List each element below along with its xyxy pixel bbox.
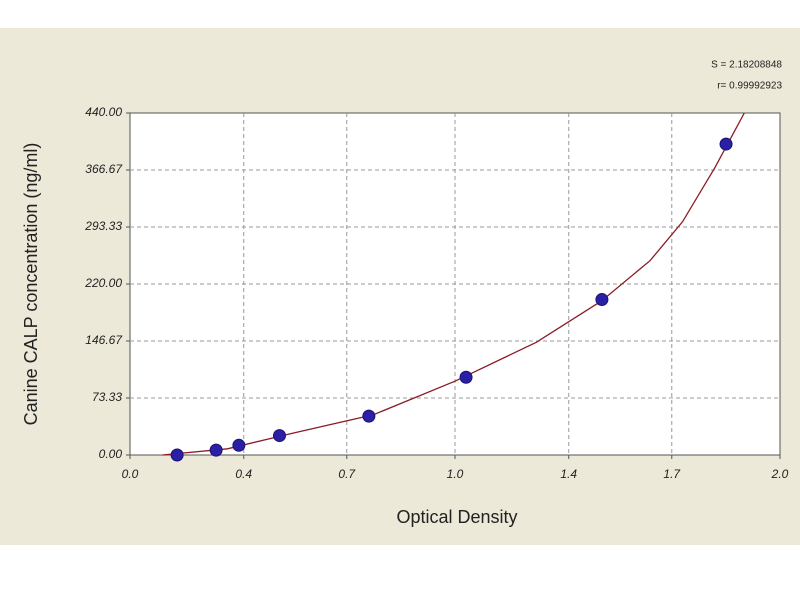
y-tick-label: 146.67	[85, 333, 123, 347]
data-point	[362, 409, 376, 423]
y-tick-label: 440.00	[85, 105, 122, 119]
data-point	[719, 137, 733, 151]
data-point	[209, 443, 223, 457]
y-axis-label: Canine CALP concentration (ng/ml)	[21, 143, 41, 426]
fit-curve	[162, 112, 745, 456]
data-point	[273, 429, 286, 443]
annotation: r= 0.99992923	[717, 81, 782, 92]
y-tick-label: 220.00	[84, 276, 122, 290]
y-tick-label: 73.33	[92, 390, 122, 404]
x-tick-label: 2.0	[771, 467, 789, 481]
x-tick-label: 1.0	[447, 467, 464, 481]
y-tick-label: 366.67	[85, 162, 123, 176]
x-tick-label: 0.4	[235, 467, 252, 481]
marks	[162, 112, 745, 462]
x-tick-label: 0.7	[338, 467, 356, 481]
data-point	[232, 438, 246, 452]
y-tick-label: 0.00	[99, 447, 123, 461]
data-point	[459, 370, 473, 384]
annotation: S = 2.18208848	[711, 60, 782, 71]
y-tick-label: 293.33	[84, 219, 122, 233]
x-tick-label: 1.7	[663, 467, 681, 481]
data-point	[170, 448, 184, 462]
grid	[126, 112, 781, 459]
x-tick-label: 0.0	[122, 467, 139, 481]
x-tick-label: 1.4	[560, 467, 577, 481]
data-point	[595, 293, 609, 307]
x-axis-label: Optical Density	[396, 507, 517, 527]
